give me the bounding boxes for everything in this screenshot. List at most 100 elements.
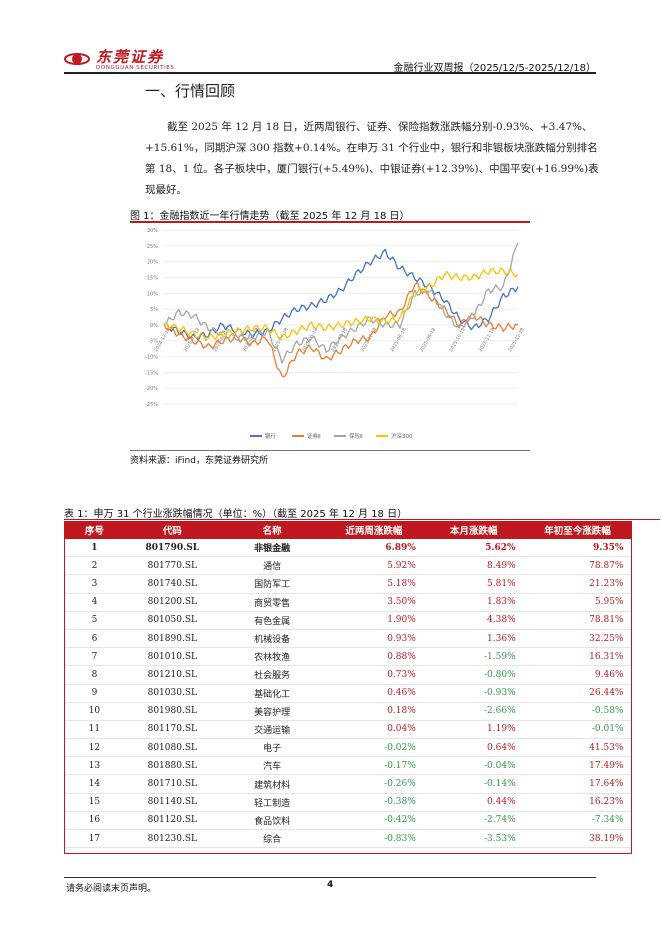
cell-name: 交通运输: [220, 720, 324, 740]
y-tick-label: 10%: [147, 291, 158, 297]
header-name: 名称: [219, 521, 325, 539]
series-line-0: [163, 248, 519, 341]
figure-source: 资料来源：iFind，东莞证券研究所: [130, 456, 268, 466]
header-month-change: 本月涨跌幅: [423, 521, 525, 539]
cell-code: 801030.SL: [124, 684, 221, 703]
table-caption-divider: [64, 519, 660, 520]
cell-rank: 8: [64, 665, 125, 685]
cell-ytd: 9.35%: [523, 538, 632, 558]
cell-code: 801200.SL: [124, 593, 221, 612]
cell-code: 801890.SL: [124, 629, 221, 649]
table-row: 15 801140.SL 轻工制造 -0.38% 0.44% 16.23%: [64, 793, 632, 812]
cell-month: 0.64%: [423, 738, 524, 758]
cell-month: 5.62%: [423, 538, 524, 558]
cell-month: 1.36%: [423, 629, 524, 649]
header-rank: 序号: [64, 521, 125, 539]
legend-label: 银行: [265, 432, 277, 440]
table-row: 13 801880.SL 汽车 -0.17% -0.04% 17.49%: [64, 756, 632, 776]
cell-month: -0.04%: [423, 756, 524, 776]
x-tick-label: 2025-04-18: [271, 327, 290, 353]
cell-month: -2.74%: [423, 811, 524, 831]
cell-name: 农林牧渔: [220, 647, 324, 667]
figure-caption-divider: [130, 221, 530, 223]
section-title: 一、行情回顾: [145, 82, 236, 100]
y-tick-label: -10%: [145, 355, 158, 361]
cell-name: 有色金属: [220, 611, 324, 630]
cell-ytd: 16.31%: [523, 647, 632, 667]
cell-code: 801080.SL: [124, 738, 221, 758]
cell-code: 801010.SL: [124, 647, 221, 667]
footer-disclaimer: 请务必阅读末页声明。: [66, 884, 157, 894]
figure-caption: 图 1：金融指数近一年行情走势（截至 2025 年 12 月 18 日）: [130, 211, 410, 222]
cell-name: 国防军工: [220, 574, 324, 594]
footer-divider: [64, 877, 596, 878]
cell-two-week: -0.38%: [323, 793, 424, 812]
cell-code: 801710.SL: [124, 774, 221, 794]
cell-month: 1.83%: [423, 593, 524, 612]
cell-code: 801880.SL: [124, 756, 221, 776]
cell-month: 0.44%: [423, 793, 524, 812]
y-tick-label: -25%: [145, 402, 158, 408]
cell-ytd: 78.81%: [523, 611, 632, 630]
cell-month: -3.53%: [423, 829, 524, 849]
cell-rank: 16: [64, 811, 125, 831]
table-row: 1 801790.SL 非银金融 6.89% 5.62% 9.35%: [64, 538, 632, 558]
table-row: 7 801010.SL 农林牧渔 0.88% -1.59% 16.31%: [64, 647, 632, 667]
legend-label: 保险Ⅱ: [349, 432, 363, 440]
cell-month: -1.59%: [423, 647, 524, 667]
cell-name: 基础化工: [220, 684, 324, 703]
cell-two-week: 1.90%: [323, 611, 424, 630]
y-tick-label: -5%: [148, 339, 158, 345]
cell-rank: 7: [64, 647, 125, 667]
cell-month: -0.93%: [423, 684, 524, 703]
cell-rank: 11: [64, 720, 125, 740]
y-tick-label: 30%: [147, 228, 158, 234]
section-paragraph: 截至 2025 年 12 月 18 日，近两周银行、证券、保险指数涨跌幅分别-0…: [145, 117, 600, 201]
table-row: 4 801200.SL 商贸零售 3.50% 1.83% 5.95%: [64, 593, 632, 612]
cell-code: 801050.SL: [124, 611, 221, 630]
cell-ytd: 38.19%: [523, 829, 632, 849]
cell-name: 社会服务: [220, 665, 324, 685]
y-tick-label: 0%: [150, 323, 158, 329]
cell-code: 801120.SL: [124, 811, 221, 831]
cell-code: 801210.SL: [124, 665, 221, 685]
cell-ytd: -0.01%: [523, 720, 632, 740]
cell-rank: 15: [64, 793, 125, 812]
table-row: 2 801770.SL 通信 5.92% 8.49% 78.87%: [64, 556, 632, 576]
cell-name: 轻工制造: [220, 793, 324, 812]
cell-two-week: -0.17%: [323, 756, 424, 776]
cell-rank: 12: [64, 738, 125, 758]
x-tick-label: 2025-11-18: [478, 327, 497, 353]
x-tick-label: 2025-12-18: [507, 327, 526, 353]
cell-rank: 10: [64, 702, 125, 721]
cell-two-week: 5.92%: [323, 556, 424, 576]
company-logo: 东莞证券 DONGGUAN SECURITIES: [64, 46, 194, 76]
cell-two-week: -0.42%: [323, 811, 424, 831]
x-tick-label: 2025-10-18: [448, 327, 467, 353]
cell-ytd: 32.25%: [523, 629, 632, 649]
cell-two-week: -0.26%: [323, 774, 424, 794]
x-tick-label: 2025-08-18: [389, 327, 408, 353]
paragraph-text: 截至 2025 年 12 月 18 日，近两周银行、证券、保险指数涨跌幅分别-0…: [145, 121, 599, 196]
cell-rank: 3: [64, 574, 125, 594]
report-title: 金融行业双周报（2025/12/5-2025/12/18）: [393, 63, 596, 74]
y-tick-label: -15%: [145, 370, 158, 376]
table-row: 16 801120.SL 食品饮料 -0.42% -2.74% -7.34%: [64, 811, 632, 831]
cell-rank: 13: [64, 756, 125, 776]
cell-month: -0.14%: [423, 774, 524, 794]
y-tick-label: 25%: [147, 244, 158, 250]
cell-name: 商贸零售: [220, 593, 324, 612]
cell-two-week: 0.18%: [323, 702, 424, 721]
cell-two-week: 3.50%: [323, 593, 424, 612]
table-row: 3 801740.SL 国防军工 5.18% 5.81% 21.23%: [64, 574, 632, 594]
cell-name: 建筑材料: [220, 774, 324, 794]
cell-name: 汽车: [220, 756, 324, 776]
cell-two-week: 0.73%: [323, 665, 424, 685]
cell-month: 8.49%: [423, 556, 524, 576]
logo-english-name: DONGGUAN SECURITIES: [96, 65, 175, 71]
cell-ytd: 17.49%: [523, 756, 632, 776]
cell-name: 机械设备: [220, 629, 324, 649]
cell-two-week: 5.18%: [323, 574, 424, 594]
header-code: 代码: [123, 521, 221, 539]
cell-ytd: 9.46%: [523, 665, 632, 685]
